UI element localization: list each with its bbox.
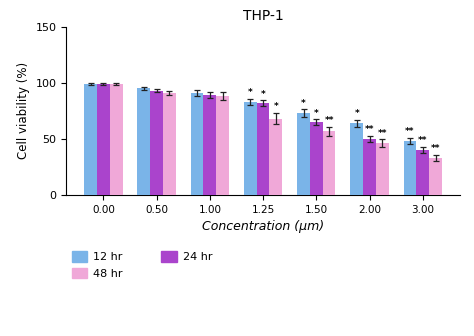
Y-axis label: Cell viability (%): Cell viability (%) (17, 62, 30, 160)
Text: *: * (273, 102, 278, 112)
Bar (110, 84, 123, 195)
Text: *: * (314, 109, 319, 118)
Text: *: * (261, 90, 265, 98)
Bar (216, 96, 229, 195)
Bar (429, 158, 442, 195)
Text: **: ** (365, 125, 374, 134)
Text: **: ** (418, 136, 428, 145)
Text: **: ** (377, 129, 387, 138)
Bar (150, 91, 163, 195)
Bar (403, 141, 416, 195)
Text: **: ** (431, 144, 440, 153)
X-axis label: Concentration (μm): Concentration (μm) (202, 220, 324, 233)
Bar (97, 84, 110, 195)
Title: THP-1: THP-1 (243, 9, 283, 23)
Bar (203, 95, 216, 195)
Text: *: * (248, 88, 253, 97)
Bar (376, 143, 389, 195)
Bar (363, 139, 376, 195)
Bar (244, 102, 257, 195)
Bar (137, 88, 150, 195)
Bar (297, 113, 310, 195)
Legend: 12 hr, 48 hr, 24 hr: 12 hr, 48 hr, 24 hr (72, 251, 212, 279)
Bar (84, 84, 97, 195)
Bar (310, 122, 323, 195)
Text: **: ** (324, 116, 334, 125)
Text: *: * (301, 98, 306, 108)
Text: **: ** (405, 127, 415, 136)
Bar (323, 131, 336, 195)
Bar (350, 123, 363, 195)
Bar (257, 103, 269, 195)
Bar (269, 119, 282, 195)
Bar (191, 93, 203, 195)
Text: *: * (355, 109, 359, 118)
Bar (163, 93, 176, 195)
Bar (416, 150, 429, 195)
